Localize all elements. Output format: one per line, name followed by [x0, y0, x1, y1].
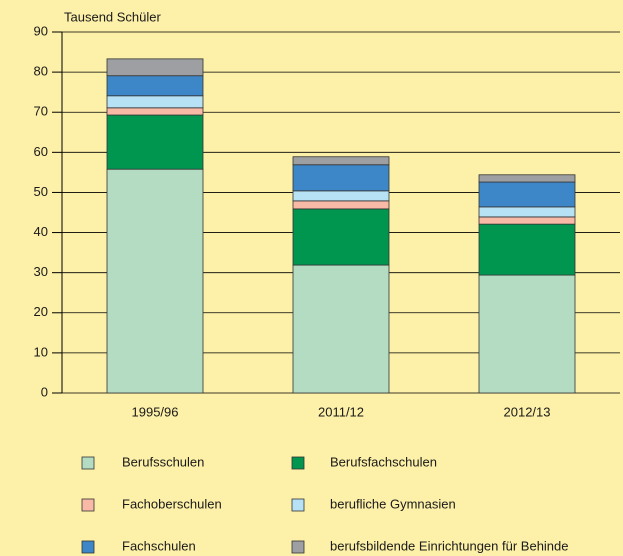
bar-segment: [478, 223, 576, 276]
y-tick-label: 0: [41, 384, 48, 399]
bar-segment: [292, 200, 390, 210]
bar-segment: [106, 168, 204, 394]
bar-segment: [106, 58, 204, 77]
bar-segment: [106, 107, 204, 116]
legend-label: Berufsschulen: [122, 454, 204, 469]
bar-segment: [478, 181, 576, 208]
legend-label: berufliche Gymnasien: [330, 496, 456, 511]
y-tick-label: 20: [34, 304, 48, 319]
legend-swatch: [291, 498, 305, 512]
y-tick-label: 10: [34, 344, 48, 359]
y-tick-label: 40: [34, 224, 48, 239]
bar-segment: [106, 114, 204, 170]
bar-segment: [478, 216, 576, 225]
y-tick-label: 70: [34, 104, 48, 119]
legend-swatch: [81, 540, 95, 554]
bar-segment: [478, 274, 576, 394]
legend-swatch: [81, 498, 95, 512]
bar-segment: [292, 190, 390, 202]
legend-label: Berufsfachschulen: [330, 454, 437, 469]
bar-segment: [292, 156, 390, 166]
y-tick-label: 50: [34, 184, 48, 199]
legend-label: berufsbildende Einrichtungen für Behinde: [330, 538, 569, 553]
y-tick-label: 60: [34, 144, 48, 159]
bar-segment: [292, 164, 390, 192]
legend-swatch: [291, 540, 305, 554]
bar-segment: [106, 75, 204, 97]
y-tick-label: 80: [34, 64, 48, 79]
y-tick-label: 30: [34, 264, 48, 279]
bar-segment: [106, 95, 204, 109]
legend-label: Fachschulen: [122, 538, 196, 553]
x-tick-label: 1995/96: [132, 404, 179, 419]
x-tick-label: 2012/13: [504, 404, 551, 419]
bar-segment: [478, 206, 576, 218]
bar-segment: [478, 174, 576, 183]
legend-swatch: [291, 456, 305, 470]
legend-swatch: [81, 456, 95, 470]
y-axis-label: Tausend Schüler: [64, 9, 162, 24]
bar-segment: [292, 264, 390, 394]
legend-label: Fachoberschulen: [122, 496, 222, 511]
bar-segment: [292, 208, 390, 266]
y-tick-label: 90: [34, 23, 48, 38]
x-tick-label: 2011/12: [318, 404, 364, 419]
